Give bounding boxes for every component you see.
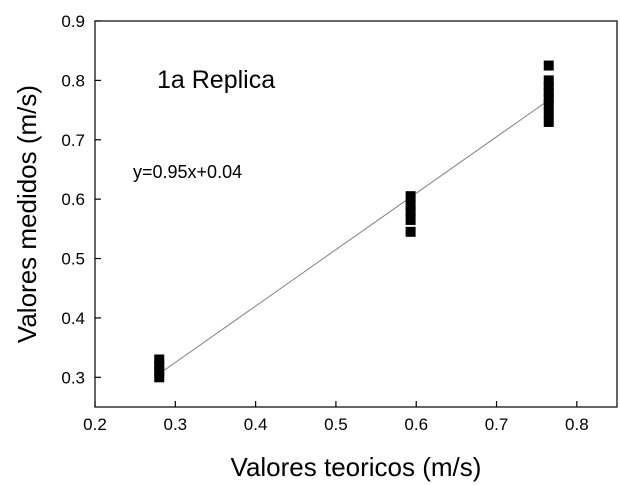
x-tick-label: 0.4 (244, 415, 268, 434)
data-point (154, 360, 165, 371)
y-tick-label: 0.8 (61, 71, 85, 90)
data-point (154, 354, 165, 365)
data-point (543, 75, 554, 86)
x-tick-label: 0.3 (163, 415, 187, 434)
y-tick-label: 0.9 (61, 12, 85, 31)
x-tick-label: 0.7 (485, 415, 509, 434)
data-point (405, 191, 416, 202)
data-point (543, 116, 554, 127)
equation-annotation: y=0.95x+0.04 (133, 162, 242, 182)
fit-line-layer (158, 99, 550, 375)
data-point (405, 200, 416, 211)
fit-line (158, 99, 550, 375)
data-point (154, 366, 165, 377)
data-point (543, 60, 554, 71)
replica-annotation: 1a Replica (157, 66, 275, 94)
y-axis-label: Valores medidos (m/s) (12, 85, 42, 343)
y-tick-label: 0.6 (61, 190, 85, 209)
data-point (405, 226, 416, 237)
data-points-layer (154, 60, 554, 383)
x-tick-label: 0.5 (324, 415, 348, 434)
x-tick-label: 0.6 (404, 415, 428, 434)
x-tick-label: 0.8 (565, 415, 589, 434)
y-tick-label: 0.5 (61, 250, 85, 269)
data-point (154, 372, 165, 383)
plot-frame (94, 20, 618, 408)
data-point (543, 108, 554, 119)
data-point (405, 206, 416, 217)
data-point (405, 214, 416, 225)
x-tick-label: 0.2 (83, 415, 107, 434)
y-tick-label: 0.3 (61, 368, 85, 387)
x-axis-ticks: 0.2 0.3 0.4 0.5 0.6 0.7 0.8 (83, 401, 589, 434)
x-axis-label: Valores teoricos (m/s) (231, 452, 482, 482)
y-tick-label: 0.4 (61, 309, 85, 328)
data-point (543, 81, 554, 92)
data-point (543, 93, 554, 104)
data-point (543, 99, 554, 110)
data-point (543, 87, 554, 98)
y-tick-label: 0.7 (61, 131, 85, 150)
y-axis-ticks: 0.3 0.4 0.5 0.6 0.7 0.8 0.9 (61, 12, 101, 387)
